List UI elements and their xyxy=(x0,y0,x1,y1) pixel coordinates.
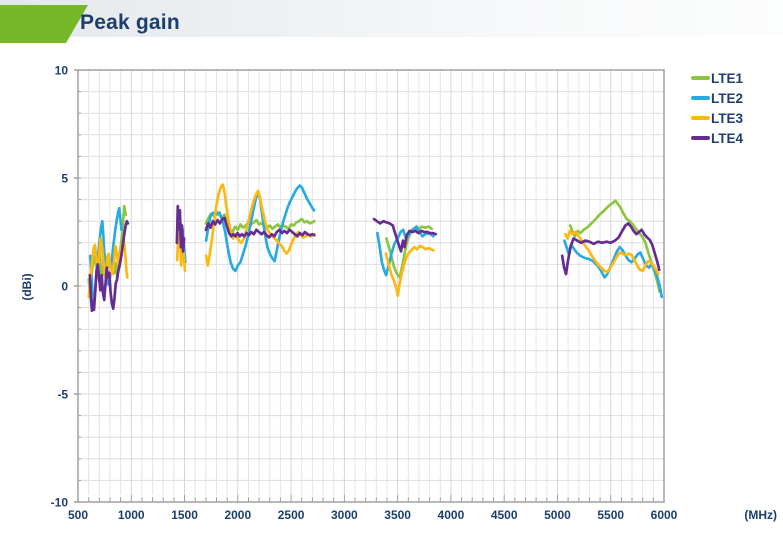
legend-label-lte3: LTE3 xyxy=(711,110,744,126)
x-tick-label: 5500 xyxy=(597,508,624,522)
lte2-color-swatch xyxy=(691,96,710,100)
y-tick-label: -10 xyxy=(51,496,69,510)
x-tick-label: 2000 xyxy=(224,508,251,522)
lte4-line xyxy=(175,204,186,253)
lte3-line xyxy=(384,244,435,298)
lte3-line xyxy=(175,219,187,273)
x-tick-label: 4500 xyxy=(491,508,518,522)
x-tick-label: 2500 xyxy=(278,508,305,522)
legend: LTE1 LTE2 LTE3 LTE4 xyxy=(691,68,743,148)
plot-border xyxy=(77,69,665,503)
y-tick-label: 10 xyxy=(55,64,69,78)
x-tick-label: 1000 xyxy=(118,508,145,522)
lte4-line xyxy=(204,216,316,239)
legend-item-lte2: LTE2 xyxy=(691,88,743,108)
x-tick-label: 500 xyxy=(68,508,88,522)
lte4-line xyxy=(88,219,130,313)
title-band xyxy=(0,0,783,37)
legend-label-lte1: LTE1 xyxy=(711,70,744,86)
lte3-color-swatch xyxy=(691,116,710,120)
legend-item-lte4: LTE4 xyxy=(691,128,743,148)
y-tick-label: -5 xyxy=(57,388,68,402)
legend-item-lte1: LTE1 xyxy=(691,68,743,88)
legend-label-lte4: LTE4 xyxy=(711,130,744,146)
x-tick-label: 1500 xyxy=(171,508,198,522)
legend-label-lte2: LTE2 xyxy=(711,90,744,106)
lte1-line xyxy=(568,199,661,293)
x-tick-label: 3500 xyxy=(384,508,411,522)
x-tick-label: 5000 xyxy=(544,508,571,522)
x-axis-unit-label: (MHz) xyxy=(744,508,777,522)
lte3-line xyxy=(564,229,660,276)
lte4-line xyxy=(372,217,438,253)
x-tick-label: 6000 xyxy=(651,508,678,522)
lte2-line xyxy=(563,239,664,299)
y-axis-unit-label: (dBi) xyxy=(20,273,34,301)
lte1-color-swatch xyxy=(691,76,710,80)
page-title: Peak gain xyxy=(80,11,180,34)
y-tick-label: 5 xyxy=(61,172,68,186)
legend-item-lte3: LTE3 xyxy=(691,108,743,128)
x-tick-label: 3000 xyxy=(331,508,358,522)
lte4-color-swatch xyxy=(691,136,710,140)
y-tick-label: 0 xyxy=(61,280,68,294)
x-tick-label: 4000 xyxy=(438,508,465,522)
lte1-line xyxy=(204,210,316,234)
lte2-line xyxy=(376,225,435,277)
lte4-line xyxy=(560,222,661,276)
